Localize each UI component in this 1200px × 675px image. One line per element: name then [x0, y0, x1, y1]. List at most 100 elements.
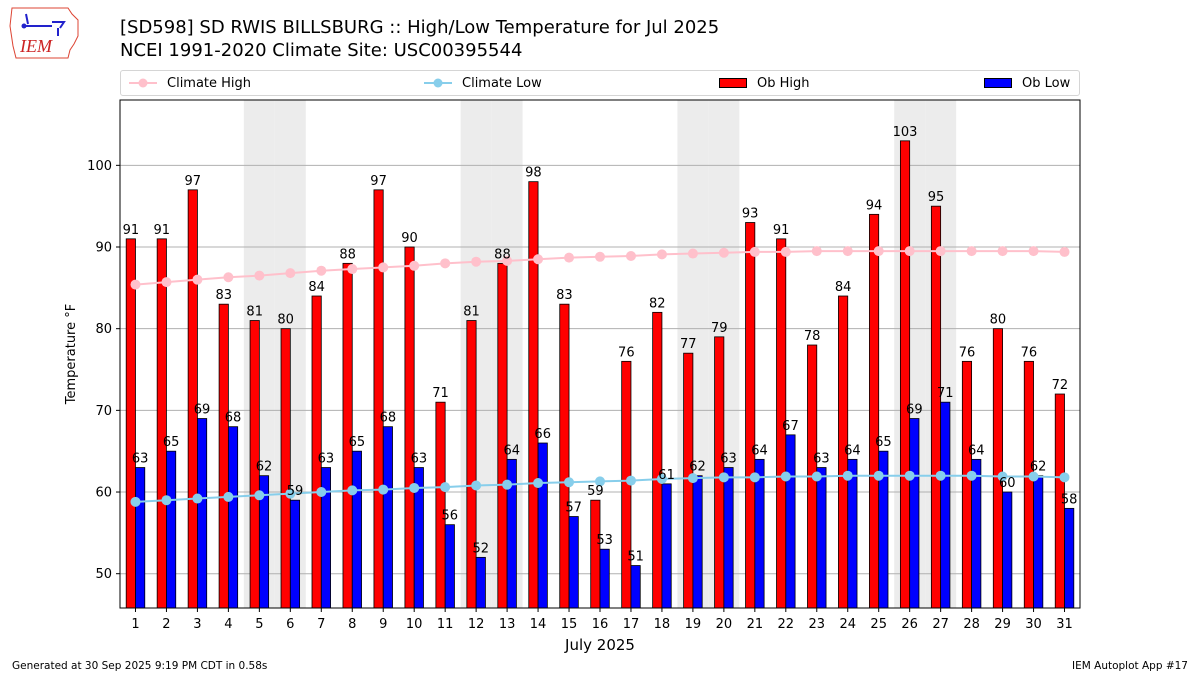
- y-tick-label: 80: [95, 322, 112, 337]
- bar-ob-high: [559, 303, 570, 609]
- x-tick-label: 10: [406, 617, 423, 632]
- bar-ob-high: [930, 205, 942, 609]
- y-axis-label: Temperature °F: [64, 304, 79, 405]
- label-ob-low: 58: [1061, 492, 1078, 507]
- climate-high-point: [625, 250, 636, 261]
- climate-high-point: [130, 279, 141, 290]
- x-tick-label: 24: [839, 617, 856, 632]
- climate-low-point: [904, 470, 915, 481]
- svg-text:IEM: IEM: [19, 36, 53, 56]
- label-ob-low: 65: [163, 435, 180, 450]
- weekend-shade: [925, 100, 957, 608]
- climate-low-point: [873, 470, 884, 481]
- x-tick-label: 15: [561, 617, 578, 632]
- bar-ob-low: [382, 426, 393, 609]
- label-ob-low: 69: [906, 403, 923, 418]
- weekend-shade: [460, 100, 492, 608]
- y-tick-label: 100: [87, 159, 112, 174]
- label-ob-high: 97: [185, 174, 202, 189]
- bar-ob-low: [568, 516, 579, 609]
- label-ob-high: 72: [1052, 378, 1069, 393]
- label-ob-high: 82: [649, 296, 666, 311]
- climate-high-point: [564, 252, 575, 263]
- y-tick-label: 50: [95, 567, 112, 582]
- bar-ob-high: [280, 328, 291, 609]
- climate-low-point: [223, 491, 234, 502]
- climate-low-point: [378, 484, 389, 495]
- x-tick-label: 7: [317, 617, 325, 632]
- bar-ob-low: [506, 458, 517, 609]
- label-ob-high: 94: [866, 198, 883, 213]
- climate-low-point: [997, 471, 1008, 482]
- bar-ob-high: [528, 181, 539, 609]
- bar-ob-low: [940, 401, 951, 609]
- label-ob-low: 63: [720, 452, 737, 467]
- bar-ob-low: [475, 556, 486, 609]
- legend: Climate High Climate Low Ob High Ob Low: [120, 70, 1080, 96]
- label-ob-high: 79: [711, 321, 728, 336]
- label-ob-low: 69: [194, 403, 211, 418]
- x-tick-label: 26: [901, 617, 918, 632]
- climate-low-point: [749, 472, 760, 483]
- label-ob-high: 90: [401, 231, 418, 246]
- x-axis-label: July 2025: [564, 636, 635, 654]
- legend-label-climate-low: Climate Low: [462, 75, 542, 91]
- bar-ob-low: [599, 548, 610, 609]
- x-tick-label: 2: [162, 617, 170, 632]
- bar-ob-high: [1054, 393, 1065, 609]
- bar-ob-low: [630, 565, 641, 609]
- climate-low-point: [718, 472, 729, 483]
- climate-high-point: [811, 246, 822, 257]
- bar-ob-low: [1002, 491, 1013, 609]
- label-ob-high: 91: [123, 223, 140, 238]
- bar-ob-high: [807, 344, 818, 609]
- climate-high-point: [347, 264, 358, 275]
- climate-low-point: [966, 470, 977, 481]
- label-ob-low: 64: [503, 443, 520, 458]
- climate-low-point: [780, 471, 791, 482]
- label-ob-low: 66: [534, 427, 551, 442]
- label-ob-low: 65: [875, 435, 892, 450]
- x-tick-label: 1: [131, 617, 139, 632]
- climate-low-point: [347, 485, 358, 496]
- bar-ob-low: [1033, 475, 1044, 609]
- chart-subtitle: NCEI 1991-2020 Climate Site: USC00395544: [120, 40, 523, 61]
- bar-ob-high: [621, 360, 632, 609]
- bar-ob-high: [590, 499, 601, 609]
- climate-low-point: [502, 479, 513, 490]
- climate-low-point: [1059, 472, 1070, 483]
- legend-item-climate-low: Climate Low: [424, 71, 542, 95]
- label-ob-low: 63: [411, 452, 428, 467]
- label-ob-low: 62: [256, 460, 273, 475]
- label-ob-high: 91: [773, 223, 790, 238]
- label-ob-high: 91: [154, 223, 171, 238]
- climate-high-point: [409, 260, 420, 271]
- climate-low-point: [595, 476, 605, 487]
- climate-low-point: [842, 470, 853, 481]
- bar-ob-low: [661, 483, 672, 609]
- climate-high-line-icon: [129, 78, 157, 88]
- bar-ob-low: [847, 458, 858, 609]
- climate-high-point: [161, 277, 172, 288]
- label-ob-low: 51: [627, 550, 644, 565]
- climate-low-point: [409, 482, 420, 493]
- climate-high-point: [656, 249, 667, 260]
- label-ob-low: 59: [287, 484, 304, 499]
- climate-low-line-icon: [424, 78, 452, 88]
- climate-high-point: [595, 251, 605, 262]
- bar-ob-high: [497, 262, 508, 609]
- climate-high-point: [842, 246, 853, 257]
- bar-ob-high: [404, 246, 415, 609]
- x-tick-label: 22: [778, 617, 795, 632]
- label-ob-high: 83: [556, 288, 573, 303]
- bar-ob-high: [776, 238, 787, 609]
- climate-low-point: [625, 475, 636, 486]
- bar-ob-low: [785, 434, 796, 609]
- bar-ob-high: [899, 140, 911, 609]
- label-ob-high: 88: [339, 247, 356, 262]
- label-ob-high: 88: [494, 247, 511, 262]
- label-ob-low: 68: [225, 411, 242, 426]
- label-ob-low: 56: [442, 509, 459, 524]
- label-ob-low: 62: [689, 460, 706, 475]
